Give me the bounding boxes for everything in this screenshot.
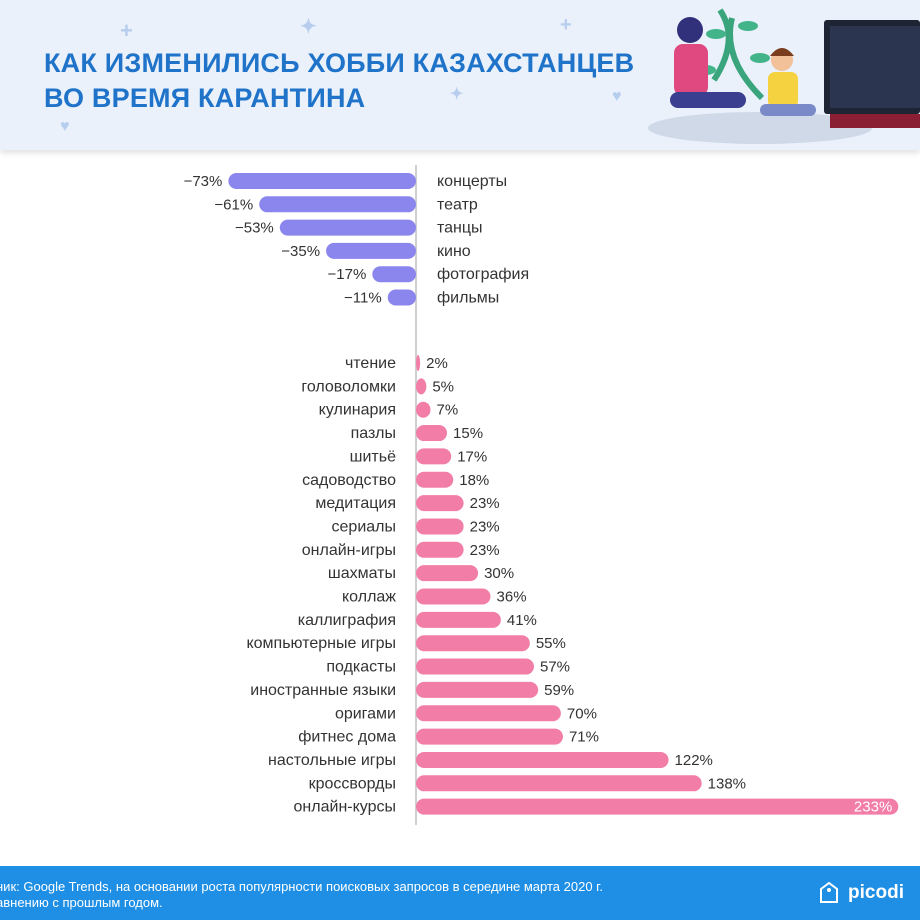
source-line-1: ник: Google Trends, на основании роста п… [0, 879, 603, 894]
bar-positive [416, 378, 427, 395]
picodi-logo: picodi [816, 880, 904, 906]
bar-positive [416, 425, 448, 442]
bar-chart: −73% концерты −61% театр −53% танцы −35% кино −1… [184, 165, 899, 825]
category-label: фотография [437, 266, 529, 283]
sparkle-decoration-icon: ✦ [300, 16, 317, 38]
bar-value-label: 59% [544, 682, 574, 699]
bar-value-label: 2% [426, 355, 448, 372]
bar-positive [416, 565, 479, 582]
bar-positive [416, 635, 530, 652]
bar-value-label: 23% [470, 495, 500, 512]
category-label: подкасты [326, 659, 396, 676]
bar-value-label: 36% [497, 589, 527, 606]
bar-positive [416, 588, 491, 605]
category-label: кулинария [319, 402, 396, 419]
bar-value-label: 5% [432, 378, 454, 395]
bar-value-label: −11% [344, 290, 382, 307]
title-line-1: КАК ИЗМЕНИЛИСЬ ХОББИ КАЗАХСТАНЦЕВ [44, 48, 635, 78]
category-label: коллаж [342, 589, 396, 606]
bar-value-label: 7% [436, 402, 458, 419]
plus-decoration-icon: + [120, 18, 133, 43]
bar-positive [416, 611, 501, 628]
bar-value-label: 41% [507, 612, 537, 629]
category-label: театр [437, 196, 478, 213]
bar-value-label: −53% [235, 220, 274, 237]
footer: ник: Google Trends, на основании роста п… [0, 866, 920, 920]
bar-value-label: −73% [184, 173, 223, 190]
bar-value-label: 23% [470, 542, 500, 559]
category-label: каллиграфия [298, 612, 396, 629]
bar-value-label: 30% [484, 565, 514, 582]
category-label: головоломки [301, 378, 396, 395]
category-label: оригами [335, 705, 396, 722]
category-label: шитьё [350, 448, 396, 465]
bar-value-label: 70% [567, 705, 597, 722]
bar-positive [416, 471, 454, 488]
title-line-2: ВО ВРЕМЯ КАРАНТИНА [44, 83, 366, 113]
category-label: садоводство [302, 472, 396, 489]
bar-negative [372, 266, 416, 283]
plus-decoration-icon: + [560, 14, 572, 36]
bar-value-label: 122% [675, 752, 713, 769]
bar-positive [416, 751, 669, 768]
bar-value-label: 138% [708, 775, 746, 792]
bar-positive [416, 705, 561, 722]
category-label: компьютерные игры [246, 635, 396, 652]
category-label: онлайн-игры [302, 542, 396, 559]
bar-value-label: 233% [854, 799, 892, 816]
category-label: шахматы [328, 565, 396, 582]
category-label: кино [437, 243, 471, 260]
category-label: настольные игры [268, 752, 396, 769]
source-line-2: авнению с прошлым годом. [0, 895, 163, 910]
source-note: ник: Google Trends, на основании роста п… [0, 879, 603, 911]
bar-positive [416, 495, 464, 512]
category-label: пазлы [351, 425, 396, 442]
tag-icon [820, 881, 839, 903]
bar-positive [416, 401, 431, 418]
category-label: танцы [437, 220, 483, 237]
bar-negative [326, 242, 416, 259]
bar-negative [387, 289, 416, 306]
bar-positive [416, 518, 464, 535]
bar-value-label: −61% [214, 196, 253, 213]
bar-value-label: 71% [569, 729, 599, 746]
category-label: фильмы [437, 290, 499, 307]
bar-value-label: −35% [281, 243, 320, 260]
bar-value-label: 18% [459, 472, 489, 489]
heart-decoration-icon: ♥ [612, 88, 622, 105]
bar-negative [259, 196, 416, 213]
category-label: медитация [315, 495, 396, 512]
category-label: иностранные языки [250, 682, 396, 699]
logo-text: picodi [848, 882, 904, 903]
chart-area: −73% концерты −61% театр −53% танцы −35% кино −1… [0, 150, 920, 870]
bar-value-label: 55% [536, 635, 566, 652]
bar-value-label: −17% [328, 266, 367, 283]
bar-positive [416, 728, 563, 745]
bar-positive [416, 775, 702, 792]
category-label: кроссворды [309, 775, 396, 792]
quarantine-illustration [648, 8, 920, 144]
bar-value-label: 15% [453, 425, 483, 442]
bar-value-label: 17% [457, 448, 487, 465]
bar-value-label: 57% [540, 659, 570, 676]
page-title: КАК ИЗМЕНИЛИСЬ ХОББИ КАЗАХСТАНЦЕВ ВО ВРЕ… [44, 46, 634, 116]
bar-positive [416, 448, 452, 465]
category-label: сериалы [332, 518, 396, 535]
category-label: чтение [345, 355, 396, 372]
heart-decoration-icon: ♥ [60, 118, 70, 135]
bar-negative [279, 219, 416, 236]
bar-value-label: 23% [470, 518, 500, 535]
bar-positive [416, 681, 539, 698]
bar-positive [416, 541, 464, 558]
bar-positive [416, 355, 421, 371]
bar-positive [416, 658, 534, 675]
bar-positive [416, 798, 899, 815]
category-label: фитнес дома [298, 729, 396, 746]
bar-negative [228, 173, 416, 189]
category-label: онлайн-курсы [294, 799, 396, 816]
header-banner: + ✦ ✦ + ♥ ♥ КАК ИЗМЕНИЛИСЬ ХОББИ КАЗАХСТ… [0, 0, 920, 150]
category-label: концерты [437, 173, 507, 190]
sparkle-decoration-icon: ✦ [450, 86, 464, 103]
